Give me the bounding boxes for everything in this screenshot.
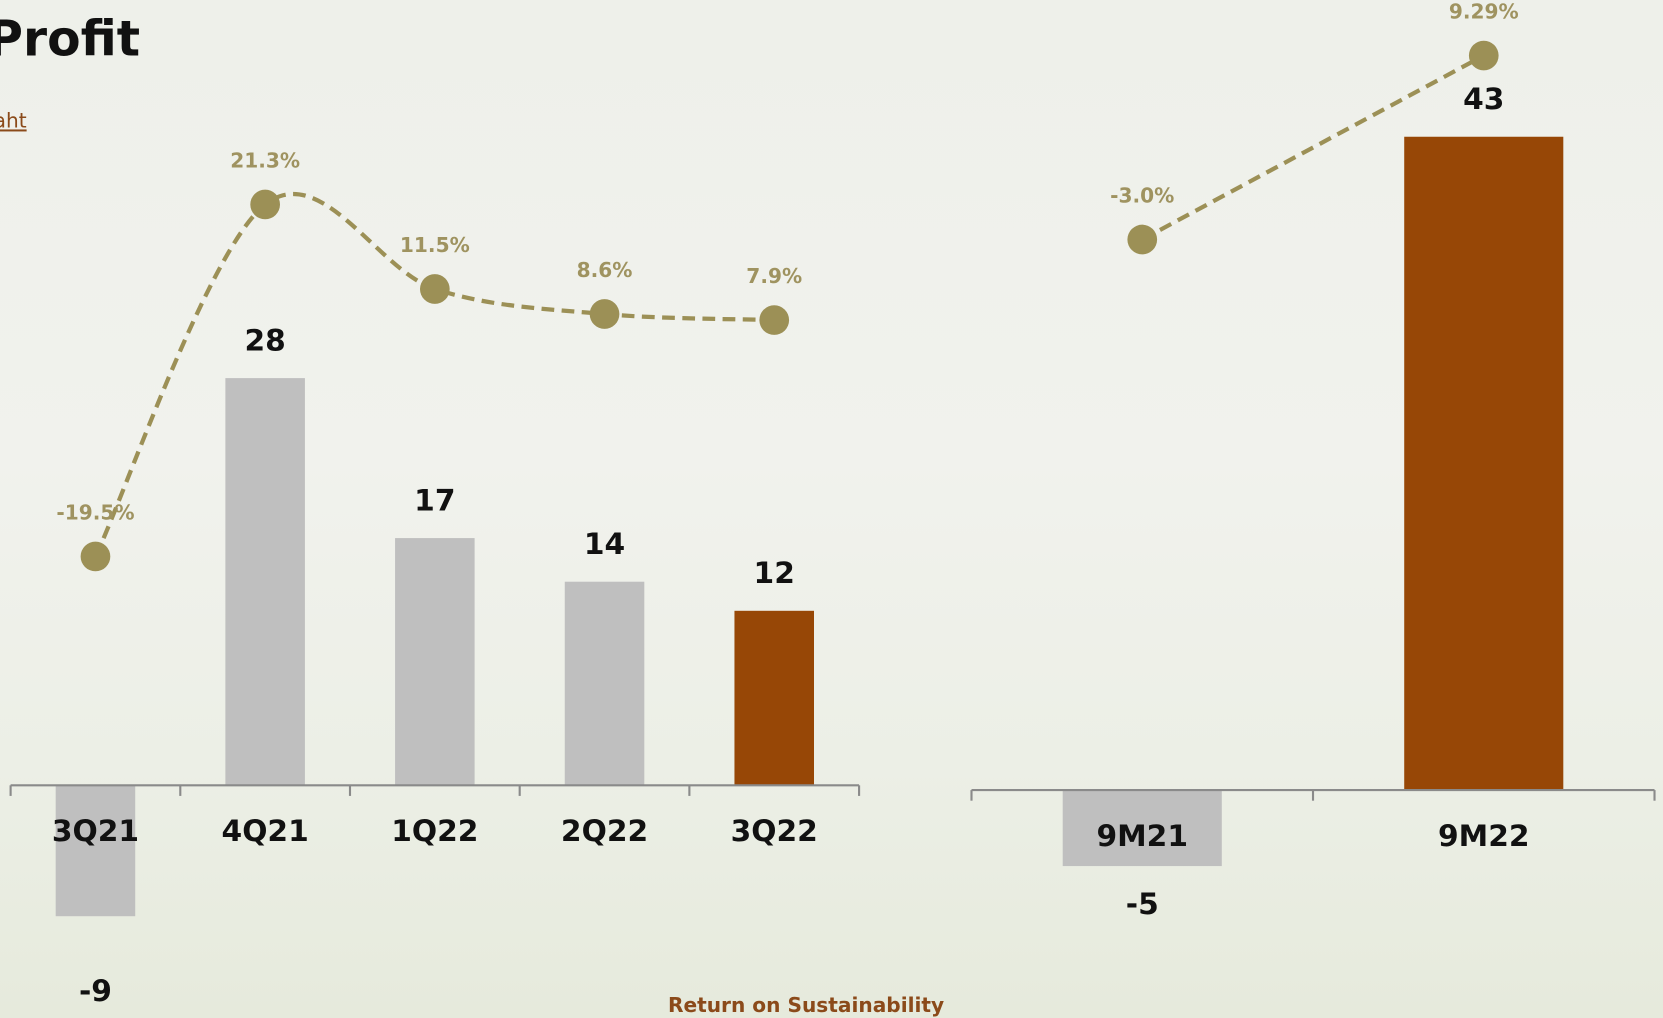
margin-label: 11.5%: [400, 233, 470, 257]
bar: [1062, 790, 1222, 867]
bar: [55, 785, 136, 917]
margin-marker: [589, 299, 620, 329]
bar-value-label: 12: [754, 556, 795, 591]
x-tick-label: 4Q21: [222, 814, 309, 849]
x-tick-label: 3Q21: [52, 814, 139, 849]
bar: [225, 378, 305, 786]
bar: [1404, 136, 1564, 791]
margin-label: 9.29%: [1449, 0, 1519, 24]
x-tick-label: 9M21: [1096, 819, 1188, 854]
margin-label: 21.3%: [230, 149, 300, 173]
bar-value-label: 17: [414, 484, 455, 519]
margin-label: 7.9%: [746, 264, 802, 288]
margin-label: -3.0%: [1110, 184, 1174, 208]
bar-value-label: -9: [79, 974, 112, 1009]
margin-marker: [759, 305, 790, 335]
unit-label: aht: [0, 108, 27, 132]
bar-value-label: 43: [1463, 82, 1504, 117]
margin-marker: [250, 189, 280, 220]
x-tick-label: 3Q22: [731, 814, 818, 849]
footer: Return on Sustainability: [668, 993, 944, 1017]
bar: [734, 610, 815, 786]
bar: [395, 538, 475, 786]
bar-value-label: 14: [584, 527, 625, 562]
bar-value-label: 28: [244, 324, 285, 359]
margin-marker: [1468, 40, 1499, 71]
x-tick-label: 1Q22: [391, 814, 478, 849]
slide-title: Profit: [0, 10, 140, 67]
margin-marker: [1127, 224, 1158, 255]
margin-marker: [419, 274, 450, 304]
margin-label: 8.6%: [577, 258, 633, 282]
margin-line: [1141, 53, 1485, 242]
x-tick-label: 2Q22: [561, 814, 648, 849]
margin-label: -19.5%: [56, 501, 134, 525]
bar: [564, 581, 645, 786]
margin-line: [93, 192, 775, 558]
x-tick-label: 9M22: [1438, 819, 1530, 854]
margin-marker: [80, 541, 111, 572]
bar-value-label: -5: [1126, 887, 1159, 922]
